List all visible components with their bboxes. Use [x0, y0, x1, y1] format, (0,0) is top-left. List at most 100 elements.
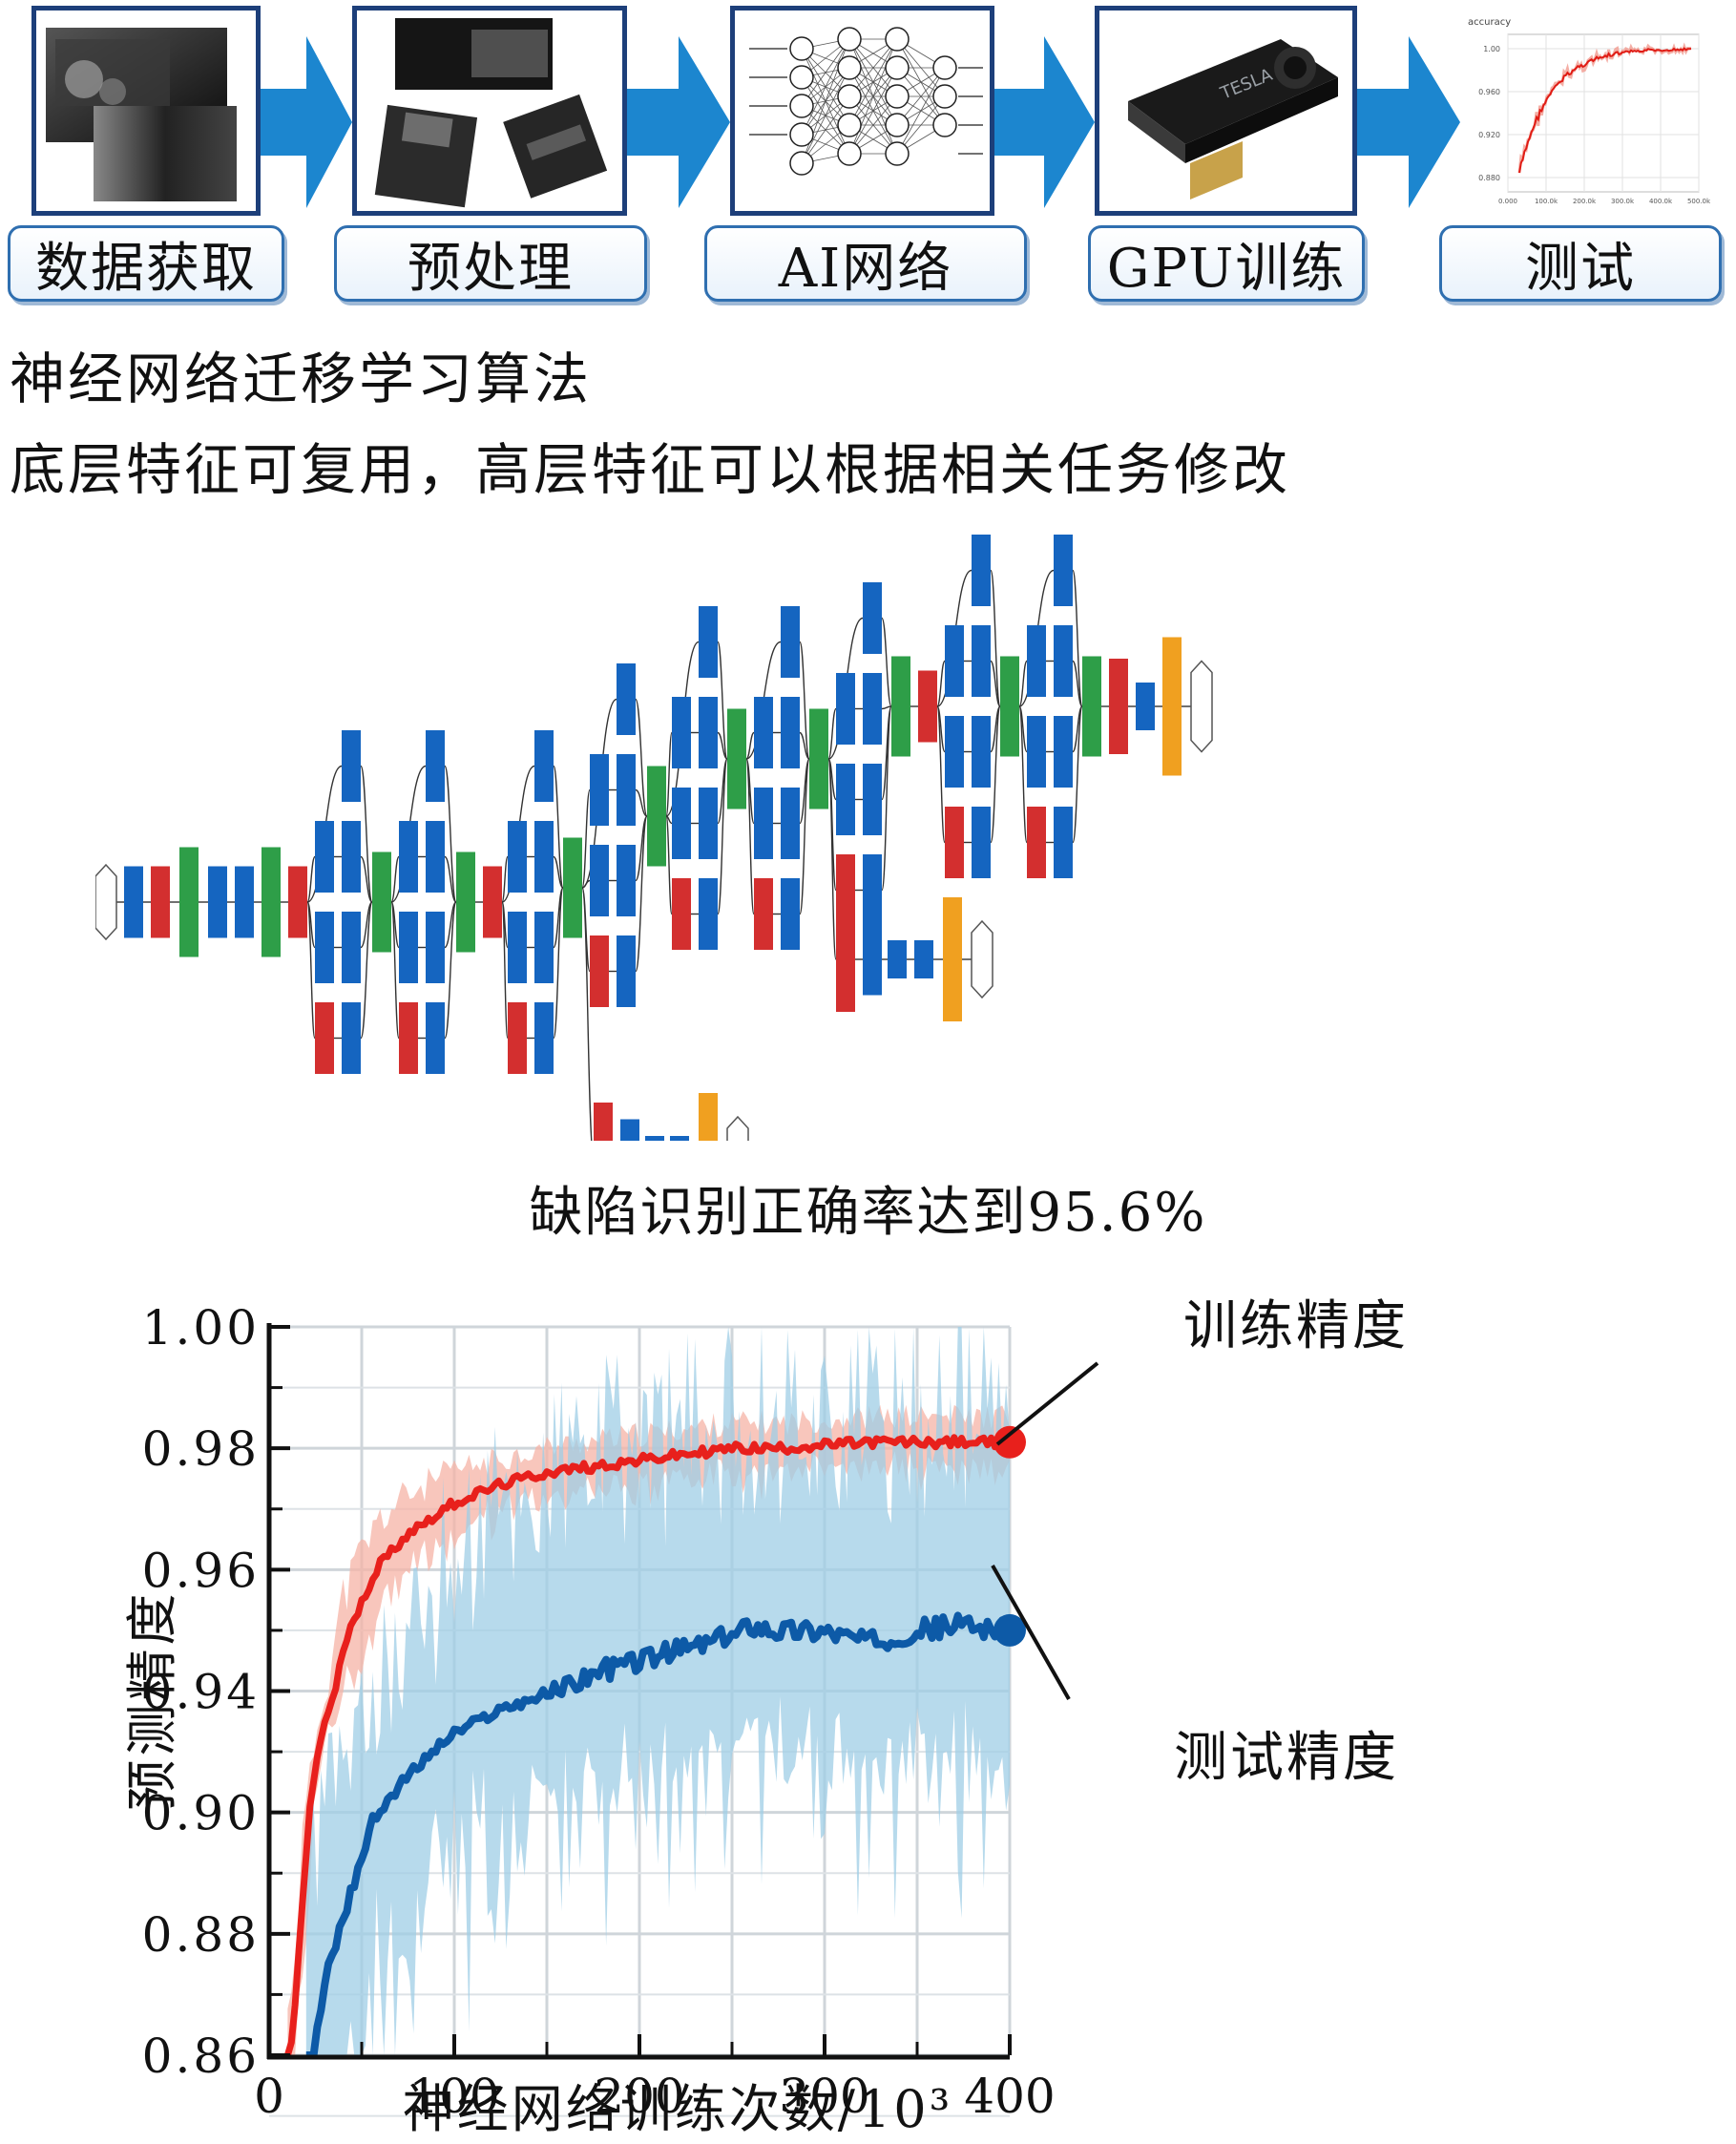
pool-layer [672, 878, 691, 950]
image-stack-icon [46, 28, 237, 201]
pool-layer [315, 1002, 334, 1074]
network-edge [553, 887, 564, 1040]
series-line-testing [305, 1611, 1014, 2059]
series-annotation-testing: 测试精度 [1174, 1727, 1399, 1789]
network-edge [881, 617, 892, 707]
network-edge [635, 815, 648, 973]
thumb-x-tick: 300.0k [1611, 198, 1635, 205]
conv-layer [836, 673, 855, 745]
y-tick-label: 0.86 [142, 2028, 260, 2084]
conv-layer [342, 912, 361, 983]
nn-node [885, 27, 910, 52]
network-edge [635, 698, 648, 817]
conv-layer [508, 912, 527, 983]
stage-thumbnail-gpu: TESLA [1095, 6, 1357, 216]
network-edge [444, 765, 457, 903]
conv-layer [208, 866, 227, 938]
x-axis-label: 神经网络训练次数/10³ [403, 2079, 953, 2139]
y-tick-label: 1.00 [142, 1300, 260, 1356]
conv-layer [617, 845, 636, 916]
flow-arrow-icon [261, 36, 352, 208]
thumb-x-tick: 100.0k [1535, 198, 1558, 205]
y-tick-label: 0.88 [142, 1907, 260, 1963]
inception-network-diagram [95, 535, 1213, 1141]
y-tick-label: 0.98 [142, 1421, 260, 1477]
conv-layer [426, 1002, 445, 1074]
nn-node [885, 141, 910, 166]
pipeline-flow: TESLA accuracy 1.00 0.960 0.920 0.880 0.000 10… [0, 0, 1736, 315]
network-edge [360, 765, 373, 903]
thumb-noise-band [1517, 42, 1692, 174]
stage-label-preprocess: 预处理 [334, 225, 647, 302]
network-edge [990, 660, 1001, 707]
concat-layer [1000, 656, 1019, 757]
pool-layer [483, 866, 502, 938]
network-edge [936, 705, 946, 844]
pool-layer [399, 1002, 418, 1074]
conv-layer [590, 845, 609, 916]
stage-thumbnail-preprocess [352, 6, 627, 216]
network-edge [990, 569, 1001, 707]
network-edge [444, 901, 457, 1040]
leader-line-testing [991, 1565, 1071, 1700]
conv-layer [342, 730, 361, 802]
stage-label-gpu: GPU训练 [1088, 225, 1365, 302]
softmax-layer [1162, 637, 1182, 776]
x-tick-label: 100 [408, 2069, 499, 2124]
network-edge [501, 901, 509, 1040]
network-layers [95, 535, 1213, 1141]
network-edge [444, 855, 457, 903]
pool-layer [590, 935, 609, 1007]
network-edges [115, 569, 1191, 1141]
conv-layer [972, 625, 991, 697]
network-edge [665, 731, 673, 817]
conv-layer [534, 821, 554, 893]
network-edge [717, 758, 728, 915]
description-feature-reuse: 底层特征可复用，高层特征可以根据相关任务修改 [10, 437, 1291, 502]
y-axis-label: 预测精度 [122, 1590, 182, 1812]
network-edge [1072, 660, 1083, 707]
series-endpoint-training [993, 1425, 1026, 1459]
network-edge [1072, 569, 1083, 707]
network-edge [990, 705, 1001, 844]
conv-layer [972, 807, 991, 878]
concat-layer [372, 851, 391, 953]
conv-layer [945, 716, 964, 788]
concat-layer [456, 851, 475, 953]
nn-node [789, 94, 814, 118]
flow-arrow-icon [1357, 36, 1460, 208]
nn-node [789, 65, 814, 90]
network-edge [390, 901, 400, 1040]
nn-node [789, 36, 814, 61]
nn-node [837, 113, 862, 137]
conv-layer [645, 1136, 664, 1141]
nn-node [837, 27, 862, 52]
conv-layer [1054, 535, 1073, 606]
thumb-x-tick: 200.0k [1573, 198, 1597, 205]
nn-node [789, 122, 814, 147]
conv-layer [888, 940, 907, 978]
concat-layer [647, 766, 666, 867]
network-edge [936, 660, 946, 707]
concat-layer [727, 708, 746, 809]
conv-layer [590, 754, 609, 826]
conv-layer [399, 821, 418, 893]
stage-thumbnail-network [730, 6, 994, 216]
nn-node [885, 84, 910, 109]
network-edge [717, 731, 728, 760]
nn-node [885, 113, 910, 137]
network-edge [501, 855, 509, 903]
conv-layer [836, 764, 855, 835]
conv-layer [972, 535, 991, 606]
x-tick-label: 200 [594, 2069, 684, 2124]
network-edge [1018, 660, 1028, 707]
accuracy-chart: 1.00 0.98 0.96 0.94 0.90 0.88 0.860 100 200 300 40… [122, 1295, 1406, 2139]
nn-node [789, 151, 814, 176]
conv-layer [945, 625, 964, 697]
network-edge [553, 765, 564, 889]
y-tick-label: 0.94 [142, 1665, 260, 1720]
concat-layer [1082, 656, 1101, 757]
conv-layer [620, 1119, 639, 1141]
aux-output-node [726, 1115, 749, 1141]
pool-layer [1109, 659, 1128, 754]
